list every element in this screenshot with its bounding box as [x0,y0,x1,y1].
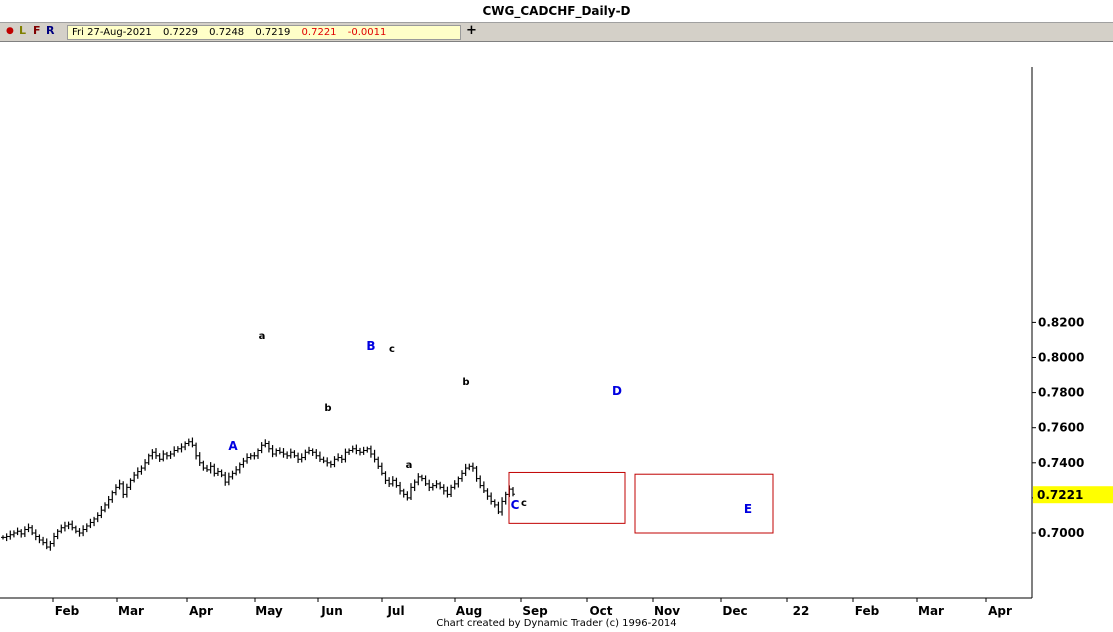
y-tick-label: 0.7400 [1038,456,1084,470]
x-tick-label: Nov [654,604,680,618]
y-tick-label: 0.7800 [1038,386,1084,400]
x-tick-label: Aug [456,604,482,618]
ohlc-change: -0.0011 [347,27,387,38]
x-tick-label: May [255,604,283,618]
wave-label: c [521,498,527,509]
y-tick-label: 0.8200 [1038,315,1084,329]
record-dot-icon[interactable]: ● [6,26,14,36]
price-chart[interactable]: 0.82000.80000.78000.76000.74000.72000.70… [0,40,1113,618]
last-price-tag [1033,486,1113,504]
y-tick-label: 0.8000 [1038,351,1084,365]
wave-label: A [228,439,238,453]
wave-label: B [366,339,375,353]
x-tick-label: Mar [118,604,144,618]
wave-label: a [406,460,413,471]
wave-label: E [744,502,752,516]
wave-label: b [324,403,331,414]
wave-label: b [462,377,469,388]
wave-label: a [259,331,266,342]
x-tick-label: Sep [522,604,548,618]
toolbar-r-button[interactable]: R [46,24,55,37]
ohlc-open: 0.7229 [162,27,198,38]
x-tick-label: Mar [918,604,944,618]
wave-label: C [511,498,520,512]
x-tick-label: Oct [589,604,612,618]
x-tick-label: Dec [722,604,747,618]
target-box [508,471,626,524]
window-title: CWG_CADCHF_Daily-D [0,0,1113,22]
x-tick-label: Feb [855,604,880,618]
wave-label: D [612,384,622,398]
wave-label: c [389,344,395,355]
ohlc-close: 0.7221 [301,27,337,38]
x-tick-label: 22 [793,604,810,618]
chart-credit: Chart created by Dynamic Trader (c) 1996… [436,618,677,629]
toolbar-f-button[interactable]: F [33,24,41,37]
ohlc-readout: Fri 27-Aug-2021 0.7229 0.7248 0.7219 0.7… [67,25,461,40]
toolbar-l-button[interactable]: L [19,24,27,37]
ohlc-date: Fri 27-Aug-2021 [72,27,152,38]
toolbar: ● L F R Fri 27-Aug-2021 0.7229 0.7248 0.… [0,22,1113,42]
last-price-label: 0.7221 [1037,488,1083,502]
x-tick-label: Jul [386,604,404,618]
x-tick-label: Apr [988,604,1012,618]
x-tick-label: Apr [189,604,213,618]
y-tick-label: 0.7600 [1038,421,1084,435]
y-tick-label: 0.7000 [1038,526,1084,540]
x-tick-label: Feb [55,604,80,618]
add-icon[interactable]: + [466,23,477,38]
x-tick-label: Jun [320,604,343,618]
ohlc-high: 0.7248 [209,27,245,38]
target-box [634,473,774,534]
ohlc-low: 0.7219 [255,27,291,38]
